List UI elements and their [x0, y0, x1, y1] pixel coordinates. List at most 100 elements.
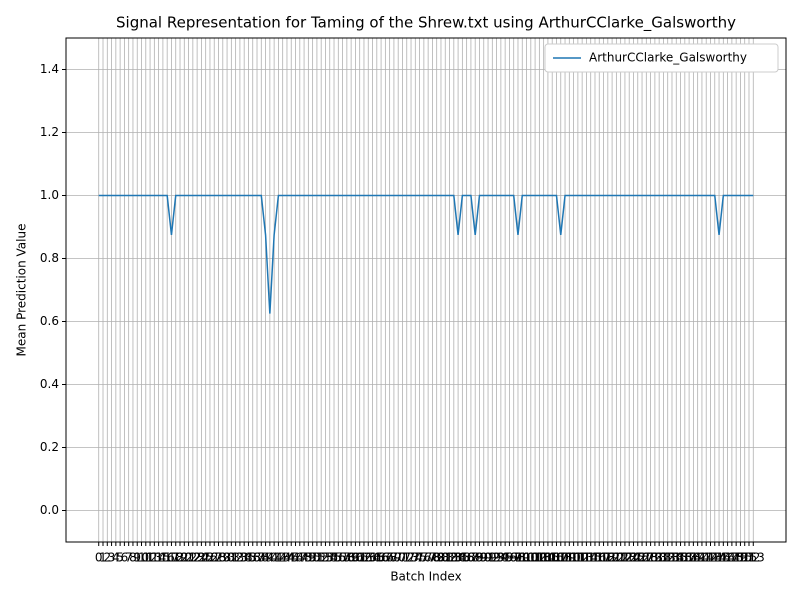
x-tick-label: 94 [493, 551, 508, 565]
x-tick-label: 12 [142, 551, 157, 565]
x-tick-label: 148 [720, 551, 743, 565]
x-tick-label: 23 [189, 551, 204, 565]
x-tick-label: 45 [284, 551, 299, 565]
x-tick-label: 76 [416, 551, 431, 565]
x-tick-label: 100 [515, 551, 538, 565]
x-tick-label: 152 [738, 551, 761, 565]
x-tick-label: 33 [232, 551, 247, 565]
x-tick-label: 56 [331, 551, 346, 565]
x-tick-label: 133 [656, 551, 679, 565]
x-tick-label: 62 [356, 551, 371, 565]
x-tick-label: 87 [463, 551, 478, 565]
x-tick-label: 49 [301, 551, 316, 565]
x-tick-label: 53 [318, 551, 333, 565]
x-tick-label: 16 [160, 551, 175, 565]
x-tick-label: 77 [420, 551, 435, 565]
x-tick-label: 9 [133, 551, 141, 565]
x-tick-label: 106 [541, 551, 564, 565]
x-tick-label: 70 [391, 551, 406, 565]
x-tick-label: 46 [288, 551, 303, 565]
x-tick-label: 134 [661, 551, 684, 565]
x-tick-label: 85 [455, 551, 470, 565]
x-tick-label: 147 [716, 551, 739, 565]
x-tick-label: 103 [528, 551, 551, 565]
x-tick-label: 13 [147, 551, 162, 565]
data-line [98, 194, 754, 314]
x-tick-label: 69 [386, 551, 401, 565]
x-tick-label: 43 [275, 551, 290, 565]
x-tick-label: 79 [429, 551, 444, 565]
x-tick-label: 111 [562, 551, 585, 565]
x-tick-label: 96 [502, 551, 517, 565]
y-tick-label: 0.8 [40, 251, 59, 265]
x-tick-label: 83 [446, 551, 461, 565]
x-tick-label: 119 [596, 551, 619, 565]
x-tick-label: 139 [682, 551, 705, 565]
x-tick-label: 138 [678, 551, 701, 565]
x-tick-label: 28 [211, 551, 226, 565]
x-tick-label: 48 [296, 551, 311, 565]
x-tick-label: 7 [125, 551, 133, 565]
x-tick-label: 135 [665, 551, 688, 565]
y-axis-label: Mean Prediction Value [15, 224, 29, 357]
x-tick-label: 2 [103, 551, 111, 565]
x-tick-label: 99 [515, 551, 530, 565]
x-tick-label: 126 [626, 551, 649, 565]
x-tick-label: 4 [112, 551, 120, 565]
x-tick-label: 78 [425, 551, 440, 565]
x-tick-label: 36 [245, 551, 260, 565]
legend-box [544, 43, 779, 73]
x-tick-label: 72 [399, 551, 414, 565]
x-tick-label: 129 [639, 551, 662, 565]
x-tick-label: 92 [485, 551, 500, 565]
y-tick-label: 0.2 [40, 440, 59, 454]
x-tick-label: 71 [395, 551, 410, 565]
x-tick-label: 25 [198, 551, 213, 565]
x-tick-label: 37 [249, 551, 264, 565]
x-tick-label: 120 [601, 551, 624, 565]
x-tick-label: 51 [309, 551, 324, 565]
x-tick-label: 1 [99, 551, 107, 565]
x-tick-label: 10 [134, 551, 149, 565]
x-tick-label: 142 [695, 551, 718, 565]
chart-title: Signal Representation for Taming of the … [116, 14, 736, 33]
x-tick-label: 64 [365, 551, 380, 565]
x-tick-label: 112 [566, 551, 589, 565]
x-tick-label: 113 [571, 551, 594, 565]
x-tick-label: 82 [442, 551, 457, 565]
x-tick-label: 11 [138, 551, 153, 565]
x-tick-label: 108 [549, 551, 572, 565]
x-tick-label: 75 [412, 551, 427, 565]
x-tick-label: 52 [314, 551, 329, 565]
y-tick-label: 0.6 [40, 314, 59, 328]
x-tick-label: 140 [686, 551, 709, 565]
x-tick-label: 130 [643, 551, 666, 565]
y-tick-label: 0.0 [40, 503, 59, 517]
x-axis-label: Batch Index [390, 570, 461, 584]
x-tick-label: 65 [369, 551, 384, 565]
x-tick-label: 116 [584, 551, 607, 565]
x-tick-label: 0 [95, 551, 103, 565]
x-tick-label: 63 [361, 551, 376, 565]
x-tick-label: 151 [733, 551, 756, 565]
x-tick-label: 74 [408, 551, 423, 565]
y-tick-label: 0.4 [40, 377, 59, 391]
y-tick-label: 1.2 [40, 125, 59, 139]
x-tick-label: 153 [742, 551, 765, 565]
x-tick-label: 21 [181, 551, 196, 565]
x-tick-label: 123 [613, 551, 636, 565]
x-tick-label: 145 [708, 551, 731, 565]
x-tick-label: 127 [631, 551, 654, 565]
x-tick-label: 34 [237, 551, 252, 565]
x-tick-label: 8 [129, 551, 137, 565]
x-tick-label: 44 [279, 551, 294, 565]
x-tick-label: 50 [305, 551, 320, 565]
x-tick-label: 131 [648, 551, 671, 565]
x-tick-label: 107 [545, 551, 568, 565]
x-tick-label: 98 [510, 551, 525, 565]
x-tick-label: 60 [348, 551, 363, 565]
x-tick-label: 118 [592, 551, 615, 565]
legend: ArthurCClarke_Galsworthy [544, 43, 779, 73]
x-tick-label: 117 [588, 551, 611, 565]
